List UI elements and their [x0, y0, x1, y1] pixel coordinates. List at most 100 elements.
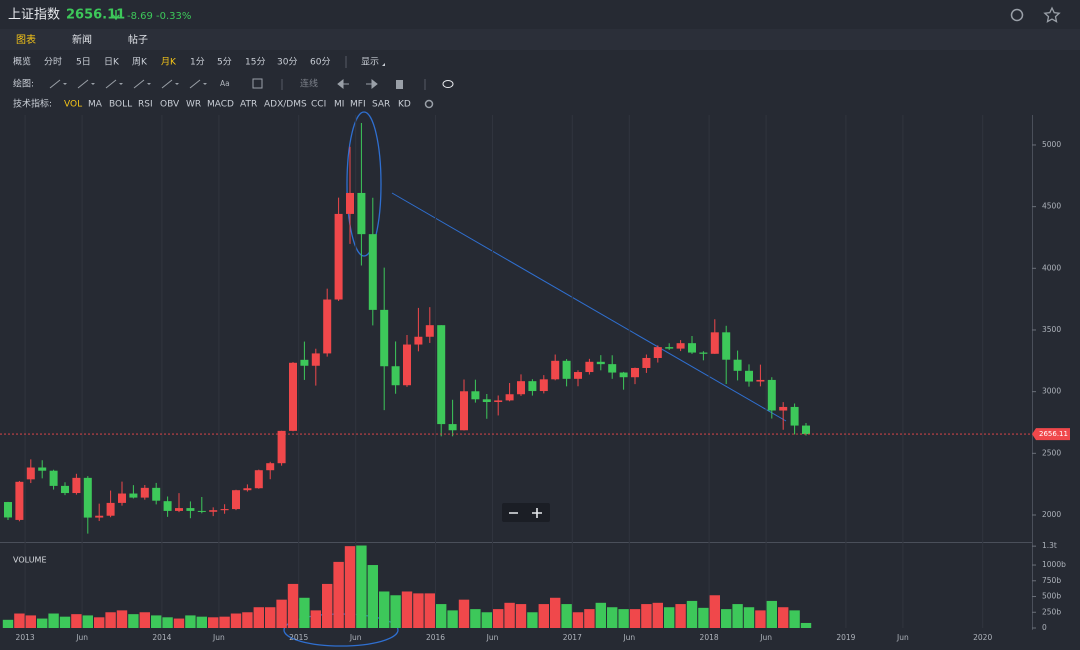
volume-bar	[230, 613, 242, 628]
indicator-button[interactable]: SAR	[372, 100, 390, 110]
volume-bar	[185, 615, 196, 628]
volume-bar	[493, 609, 504, 628]
x-tick-label: Jun	[759, 633, 772, 642]
indicator-button[interactable]: RSI	[138, 100, 153, 110]
candle-body	[551, 360, 560, 380]
volume-bar	[356, 545, 367, 628]
period-button[interactable]: 分时	[44, 56, 62, 68]
drawing-tool[interactable]	[133, 79, 145, 89]
candle-body	[323, 299, 332, 354]
volume-bar	[105, 612, 116, 628]
tab-bar	[0, 29, 1080, 51]
candle-body	[152, 487, 161, 501]
period-button[interactable]: 5日	[76, 57, 91, 68]
candle-body	[61, 485, 69, 494]
volume-bar	[299, 597, 310, 628]
x-tick-label: 2014	[152, 633, 171, 642]
candle-body	[688, 343, 696, 353]
volume-bar	[584, 609, 595, 628]
candle-body	[448, 424, 457, 431]
indicator-button[interactable]: OBV	[160, 100, 180, 110]
volume-bar	[173, 618, 185, 628]
change-pct: -0.33%	[156, 11, 191, 22]
period-button[interactable]: 1分	[190, 57, 205, 68]
tab[interactable]: 新闻	[72, 33, 92, 46]
candle-body	[437, 325, 446, 425]
volume-bar	[470, 609, 481, 628]
volume-bar	[515, 604, 527, 628]
favorite-button[interactable]	[1043, 6, 1061, 23]
drawing-tool[interactable]	[252, 78, 263, 89]
period-button[interactable]: 15分	[245, 57, 265, 68]
drawing-tool[interactable]	[161, 79, 173, 89]
volume-bar	[800, 622, 812, 628]
volume-bar	[401, 591, 413, 628]
candle-body	[471, 391, 480, 400]
volume-bar	[25, 615, 36, 628]
candle-body	[745, 370, 753, 382]
candle-body	[642, 357, 651, 368]
volume-bar	[607, 607, 618, 628]
volume-bar	[242, 612, 253, 628]
volume-bar	[755, 610, 766, 628]
change: -8.69	[127, 11, 153, 22]
volume-bar	[151, 615, 162, 628]
candle-body	[72, 477, 81, 494]
drawing-tool[interactable]: Aa	[220, 79, 230, 88]
drawing-tool[interactable]	[189, 79, 201, 89]
volume-bar	[721, 609, 732, 628]
drawing-tool[interactable]: 连线	[300, 78, 318, 90]
indicator-button[interactable]: CCI	[311, 100, 326, 110]
indicator-button[interactable]: ATR	[240, 100, 257, 110]
indicator-button[interactable]: WR	[186, 100, 201, 110]
indicator-button[interactable]: MACD	[207, 100, 234, 110]
indicator-button[interactable]: ADX/DMS	[264, 100, 307, 110]
volume-tick-label: 500b	[1042, 592, 1061, 601]
visibility-button[interactable]	[442, 80, 454, 88]
indicator-button[interactable]: BOLL	[109, 100, 132, 110]
candle-body	[596, 361, 605, 365]
drawing-label: 绘图:	[13, 78, 34, 90]
period-button[interactable]: 60分	[310, 57, 330, 68]
candle-body	[209, 510, 218, 512]
period-button[interactable]: 周K	[132, 57, 148, 68]
x-tick-label: 2018	[700, 633, 719, 642]
candle-body	[163, 501, 172, 511]
candle-body	[300, 359, 309, 366]
redo-button[interactable]	[366, 78, 378, 90]
period-button[interactable]: 显示	[361, 57, 379, 68]
candle-body	[254, 470, 263, 489]
volume-bar	[641, 604, 652, 628]
period-button[interactable]: 概览	[13, 56, 31, 68]
highlight-ellipse	[346, 111, 382, 257]
x-tick-label: 2017	[563, 633, 582, 642]
candle-body	[380, 309, 389, 367]
delete-button[interactable]	[396, 80, 403, 89]
period-button[interactable]: 5分	[217, 57, 232, 68]
candle-body	[676, 343, 685, 349]
tab[interactable]: 帖子	[128, 33, 148, 46]
indicator-button[interactable]: MFI	[350, 100, 366, 110]
refresh-button[interactable]	[1010, 8, 1024, 22]
indicator-button[interactable]: MI	[334, 100, 344, 110]
volume-bar	[413, 593, 424, 628]
period-button[interactable]: 月K	[161, 57, 177, 68]
zoom-controls[interactable]	[502, 503, 550, 522]
candle-body	[517, 381, 525, 395]
indicator-button[interactable]: KD	[398, 100, 411, 110]
drawing-tool[interactable]	[105, 79, 117, 89]
settings-button[interactable]	[424, 99, 434, 109]
period-button[interactable]: 日K	[104, 57, 120, 68]
undo-button[interactable]	[337, 78, 349, 90]
drawing-tool[interactable]	[49, 79, 61, 89]
period-button[interactable]: 30分	[277, 57, 297, 68]
volume-bar	[116, 610, 128, 628]
volume-bar	[766, 600, 777, 628]
candle-body	[756, 379, 765, 382]
candle-body	[425, 325, 434, 337]
volume-bar	[504, 602, 515, 628]
tab[interactable]: 图表	[16, 33, 36, 46]
indicator-button[interactable]: MA	[88, 100, 103, 110]
indicator-button[interactable]: VOL	[64, 100, 82, 110]
drawing-tool[interactable]	[77, 79, 89, 89]
